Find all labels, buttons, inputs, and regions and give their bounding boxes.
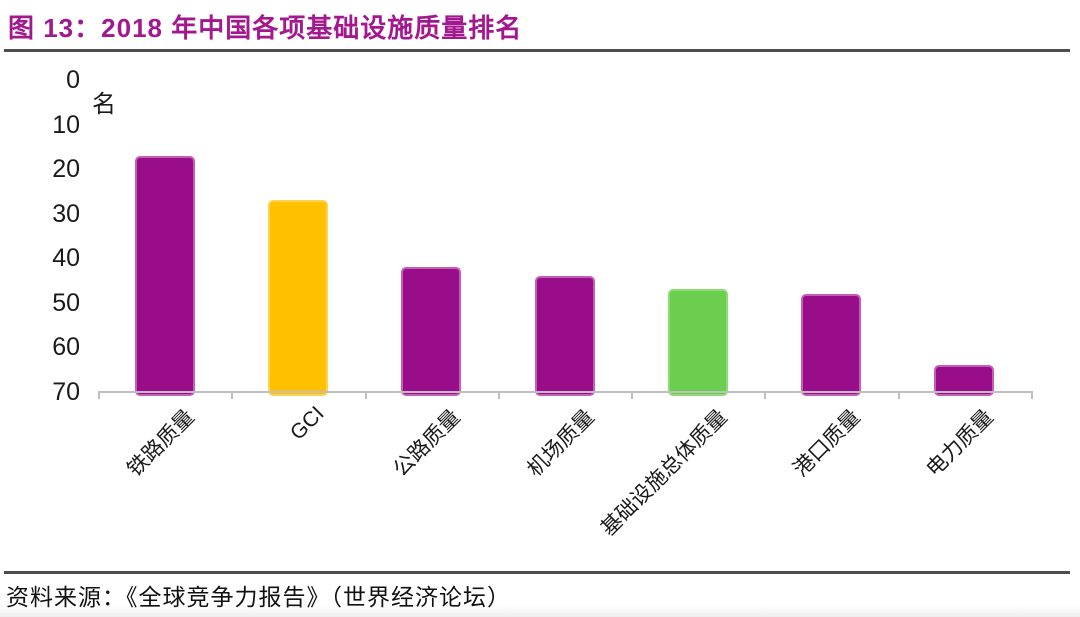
x-category-label: 公路质量 [389,405,466,482]
footer-divider-line [4,571,1070,574]
x-category-label: 港口质量 [789,405,865,482]
x-category-label: 基础设施总体质量 [596,405,732,541]
bar-电力质量 [934,365,995,396]
x-category-label: 铁路质量 [122,405,199,482]
y-axis-tick-label: 40 [52,244,80,273]
y-axis-unit-label: 名 [92,91,116,118]
bar-GCI [267,200,328,396]
chart-title: 图 13：2018 年中国各项基础设施质量排名 [8,13,523,43]
title-divider-line [4,49,1070,52]
y-axis-tick-label: 30 [52,199,80,228]
x-category-label: 电力质量 [922,405,999,482]
x-axis-tick-mark [364,391,367,399]
y-axis-tick-label: 70 [52,378,80,406]
y-axis-tick-label: 20 [52,155,80,184]
y-axis-tick-label: 0 [66,66,80,94]
y-axis-tick-label: 10 [52,110,80,139]
x-axis-tick-mark [897,391,900,399]
x-axis-tick-mark [764,391,767,399]
bottom-edge-shading [0,605,1080,617]
x-axis-tick-mark [1031,391,1033,399]
bar-铁路质量 [134,155,195,396]
data-source-note: 资料来源：《全球竞争力报告》（世界经济论坛） [6,585,511,610]
x-axis-baseline [98,391,1031,393]
x-axis-tick-mark [631,391,634,399]
x-axis-tick-mark [98,391,100,399]
bar-港口质量 [801,293,862,396]
bar-基础设施总体质量 [667,289,728,396]
bar-机场质量 [534,276,595,396]
x-axis-tick-mark [497,391,500,399]
x-category-label: 机场质量 [522,405,599,482]
y-axis-tick-label: 60 [52,333,80,362]
y-axis-tick-label: 50 [52,288,80,317]
x-axis-tick-mark [231,391,234,399]
x-category-label: GCI [285,402,329,445]
bar-chart-plot-area: 0 10 20 30 40 50 60 70 名铁路质量 GCI 公路质量 机场质量 基础设施总体质量港… [52,66,1033,541]
bar-公路质量 [401,267,462,396]
